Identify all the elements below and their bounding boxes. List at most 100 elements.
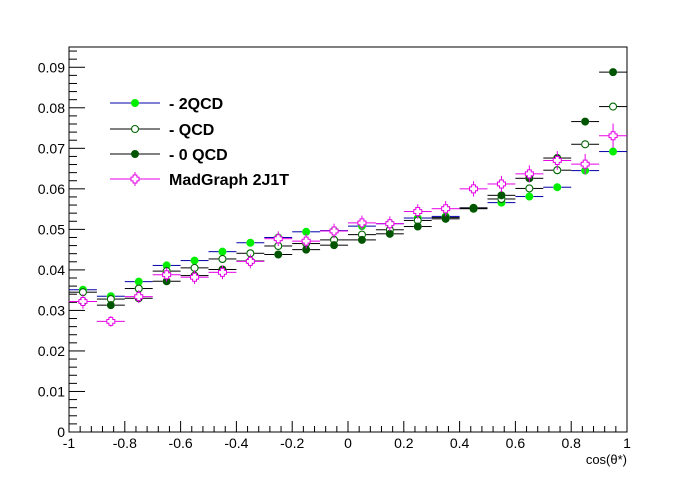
data-point	[264, 250, 293, 259]
marker	[608, 102, 618, 111]
data-point	[124, 277, 153, 286]
data-point	[320, 223, 348, 239]
marker	[524, 169, 534, 179]
data-point	[431, 201, 460, 217]
data-point	[292, 227, 321, 236]
data-point	[236, 254, 265, 269]
marker	[496, 179, 506, 189]
legend-label: - 2QCD	[169, 96, 223, 113]
marker	[130, 124, 140, 134]
data-point	[208, 254, 237, 264]
legend-label: - QCD	[169, 122, 214, 139]
marker	[581, 117, 590, 126]
marker	[134, 277, 143, 286]
y-tick-label: 0.02	[38, 343, 65, 359]
y-axis-ticks: 0 0.01 0.02 0.03 0.04 0.05 0.06 0.07 0.08 0.09	[38, 50, 85, 440]
marker	[609, 68, 618, 77]
data-point	[599, 123, 627, 148]
marker	[130, 174, 140, 184]
marker	[217, 267, 227, 277]
series-2	[69, 102, 627, 304]
legend-label: MadGraph 2J1T	[169, 172, 289, 189]
x-tick-label: -0.2	[280, 435, 304, 451]
marker	[525, 184, 534, 193]
marker	[553, 183, 562, 192]
marker	[246, 238, 255, 247]
marker	[301, 236, 311, 246]
x-tick-label: 0	[344, 435, 352, 451]
marker	[580, 159, 590, 169]
data-point	[180, 270, 209, 285]
y-tick-label: 0	[57, 424, 65, 440]
data-point	[487, 191, 516, 200]
data-point	[459, 203, 488, 212]
data-point	[543, 166, 572, 175]
x-tick-label: 0.6	[506, 435, 526, 451]
x-tick-label: -0.8	[113, 435, 137, 451]
y-tick-label: 0.06	[38, 181, 65, 197]
marker	[329, 226, 339, 236]
marker	[274, 250, 283, 259]
data-point	[571, 117, 600, 126]
data-point	[348, 215, 376, 231]
marker	[78, 297, 88, 307]
data-point	[599, 68, 627, 77]
data-point	[180, 256, 209, 265]
marker	[162, 270, 172, 280]
marker	[413, 207, 423, 217]
marker	[131, 150, 139, 158]
data-point	[208, 265, 237, 280]
legend: - 2QCD - QCD - 0 QCD MadGraph 2J1T	[110, 96, 289, 189]
data-point	[515, 165, 544, 183]
marker	[357, 235, 366, 244]
marker	[385, 219, 395, 229]
marker	[413, 222, 422, 231]
data-point	[292, 233, 321, 249]
y-tick-label: 0.03	[38, 302, 65, 318]
data-point	[96, 301, 125, 310]
marker	[131, 99, 139, 107]
data-point	[599, 102, 627, 111]
data-point	[403, 216, 432, 225]
legend-label: - 0 QCD	[169, 147, 228, 164]
data-point	[375, 229, 404, 238]
data-point	[459, 181, 488, 197]
data-point	[96, 316, 125, 327]
marker	[106, 316, 116, 326]
data-point	[543, 151, 572, 170]
marker	[469, 203, 478, 212]
marker	[134, 292, 144, 302]
x-tick-label: 0.2	[394, 435, 414, 451]
marker	[245, 256, 255, 266]
data-point	[571, 140, 600, 149]
data-point	[152, 267, 181, 282]
marker	[552, 155, 562, 165]
legend-entry: - 0 QCD	[110, 147, 228, 164]
data-point	[264, 231, 293, 246]
marker	[357, 218, 367, 228]
data-point	[236, 249, 265, 258]
data-point	[348, 235, 376, 244]
x-tick-label: -0.4	[224, 435, 248, 451]
legend-entry: - 2QCD	[110, 96, 223, 113]
series-4	[69, 123, 627, 327]
y-tick-label: 0.04	[38, 262, 65, 278]
marker	[190, 256, 199, 265]
data-point	[375, 216, 404, 231]
data-point	[124, 284, 153, 293]
data-point	[208, 247, 237, 256]
data-point	[543, 183, 572, 192]
y-tick-label: 0.01	[38, 383, 65, 399]
data-point	[599, 147, 627, 156]
data-point	[487, 175, 516, 193]
y-tick-label: 0.09	[38, 59, 65, 75]
data-point	[515, 192, 544, 201]
series-marks	[69, 68, 627, 327]
marker	[190, 272, 200, 282]
marker	[330, 241, 339, 250]
y-tick-label: 0.07	[38, 140, 65, 156]
x-axis-ticks: -1 -0.8 -0.6 -0.4 -0.2 0 0.2 0.4 0.6 0.8 1	[63, 421, 631, 451]
data-point	[69, 294, 97, 309]
legend-entry: - QCD	[110, 122, 214, 139]
